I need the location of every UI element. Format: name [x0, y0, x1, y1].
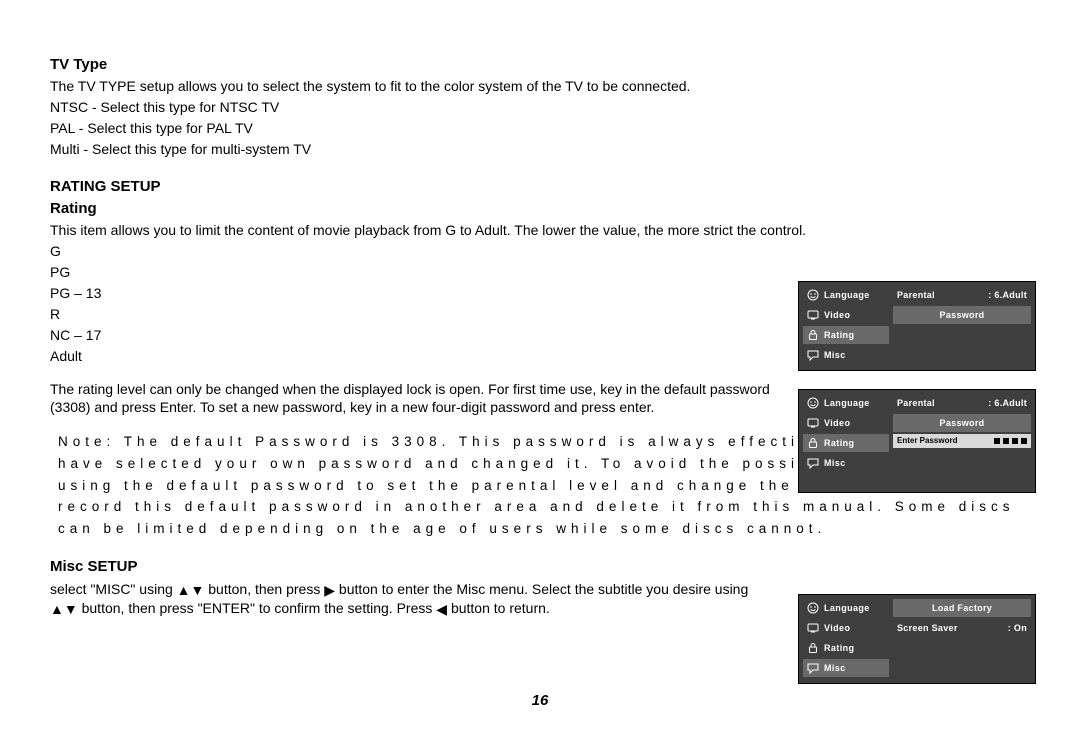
osd-value: : 6.Adult	[988, 397, 1027, 409]
osd-label: Video	[824, 417, 850, 429]
osd-label: Language	[824, 289, 870, 301]
osd-item-rating[interactable]: Rating	[803, 326, 889, 344]
osd-label: Language	[824, 397, 870, 409]
osd-label: Rating	[824, 437, 854, 449]
misc-section: Misc SETUP select "MISC" using ▲▼ button…	[50, 557, 770, 619]
osd-label: Rating	[824, 329, 854, 341]
osd-value: : 6.Adult	[988, 289, 1027, 301]
osd-item-misc[interactable]: Misc	[803, 659, 889, 677]
osd-label: Parental	[897, 289, 935, 301]
osd-item-video[interactable]: Video	[803, 619, 889, 637]
misc-text-c: button to enter the Misc menu. Select th…	[339, 581, 748, 597]
osd-item-video[interactable]: Video	[803, 414, 889, 432]
osd-label: Language	[824, 602, 870, 614]
osd-label: Screen Saver	[897, 622, 958, 634]
osd-label: Misc	[824, 457, 846, 469]
osd-password-entry: Language Video Rating	[798, 389, 1036, 493]
tvtype-section: TV Type The TV TYPE setup allows you to …	[50, 55, 1030, 159]
osd-item-rating[interactable]: Rating	[803, 434, 889, 452]
smiley-icon	[807, 289, 819, 301]
right-icon: ▶	[324, 581, 335, 600]
osd-right-column: Load Factory Screen Saver : On	[889, 599, 1031, 679]
osd-parental-row[interactable]: Parental : 6.Adult	[893, 394, 1031, 412]
tvtype-pal: PAL - Select this type for PAL TV	[50, 119, 1030, 138]
osd-item-language[interactable]: Language	[803, 599, 889, 617]
page-number: 16	[0, 691, 1080, 711]
osd-item-language[interactable]: Language	[803, 286, 889, 304]
osd-item-video[interactable]: Video	[803, 306, 889, 324]
osd-value: : On	[1008, 622, 1027, 634]
osd-password-input[interactable]: Enter Password	[893, 434, 1031, 448]
smiley-icon	[807, 397, 819, 409]
osd-label: Load Factory	[932, 602, 992, 614]
osd-parental-row[interactable]: Parental : 6.Adult	[893, 286, 1031, 304]
tv-icon	[807, 417, 819, 429]
rating-heading: Rating	[50, 199, 1030, 219]
osd-rating-menu: Language Video Rating	[798, 281, 1036, 371]
osd-item-language[interactable]: Language	[803, 394, 889, 412]
left-icon: ◀	[436, 600, 447, 619]
osd-right-column: Parental : 6.Adult Password Enter Passwo…	[889, 394, 1031, 474]
osd-label: Enter Password	[897, 436, 990, 447]
osd-label: Parental	[897, 397, 935, 409]
misc-text-d: button, then press "ENTER" to confirm th…	[82, 600, 437, 616]
misc-desc: select "MISC" using ▲▼ button, then pres…	[50, 580, 770, 620]
tvtype-ntsc: NTSC - Select this type for NTSC TV	[50, 98, 1030, 117]
osd-label: Password	[940, 417, 985, 429]
updown-icon: ▲▼	[177, 581, 205, 600]
rating-password-desc: The rating level can only be changed whe…	[50, 380, 770, 418]
tvtype-desc: The TV TYPE setup allows you to select t…	[50, 77, 1030, 96]
osd-left-column: Language Video Rating	[803, 394, 889, 474]
smiley-icon	[807, 602, 819, 614]
lock-icon	[807, 329, 819, 341]
rating-pg: PG	[50, 263, 1030, 282]
manual-page: TV Type The TV TYPE setup allows you to …	[0, 0, 1080, 743]
osd-item-misc[interactable]: Misc	[803, 454, 889, 472]
osd-item-rating[interactable]: Rating	[803, 639, 889, 657]
speech-icon	[807, 457, 819, 469]
tv-icon	[807, 309, 819, 321]
rating-setup-heading: RATING SETUP	[50, 177, 1030, 197]
rating-desc: This item allows you to limit the conten…	[50, 221, 1030, 240]
lock-icon	[807, 437, 819, 449]
misc-text-b: button, then press	[208, 581, 324, 597]
tv-icon	[807, 622, 819, 634]
rating-g: G	[50, 242, 1030, 261]
misc-heading: Misc SETUP	[50, 557, 770, 577]
osd-password-row[interactable]: Password	[893, 306, 1031, 324]
osd-left-column: Language Video Rating	[803, 286, 889, 366]
osd-label: Video	[824, 622, 850, 634]
lock-icon	[807, 642, 819, 654]
osd-misc-menu: Language Video Rating	[798, 594, 1036, 684]
osd-load-factory-row[interactable]: Load Factory	[893, 599, 1031, 617]
osd-label: Password	[940, 309, 985, 321]
osd-right-column: Parental : 6.Adult Password	[889, 286, 1031, 366]
updown-icon: ▲▼	[50, 600, 78, 619]
tvtype-multi: Multi - Select this type for multi-syste…	[50, 140, 1030, 159]
osd-label: Misc	[824, 662, 846, 674]
osd-label: Rating	[824, 642, 854, 654]
speech-icon	[807, 662, 819, 674]
osd-label: Video	[824, 309, 850, 321]
speech-icon	[807, 349, 819, 361]
osd-screensaver-row[interactable]: Screen Saver : On	[893, 619, 1031, 637]
tvtype-heading: TV Type	[50, 55, 1030, 75]
misc-text-e: button to return.	[451, 600, 550, 616]
password-dots	[994, 438, 1027, 444]
osd-label: Misc	[824, 349, 846, 361]
osd-password-row[interactable]: Password	[893, 414, 1031, 432]
misc-text-a: select "MISC" using	[50, 581, 177, 597]
osd-left-column: Language Video Rating	[803, 599, 889, 679]
osd-item-misc[interactable]: Misc	[803, 346, 889, 364]
